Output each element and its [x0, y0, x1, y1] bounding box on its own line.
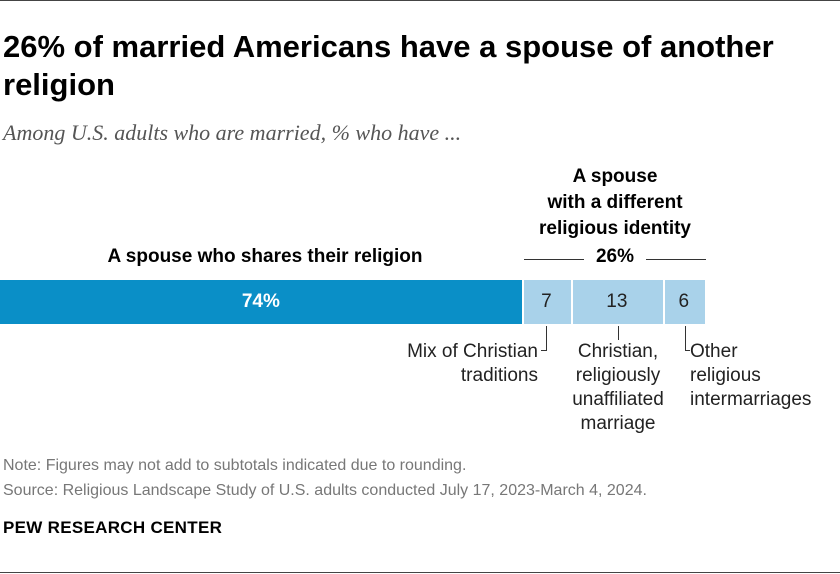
category-label-line: Mix of Christian: [407, 341, 538, 362]
category-label-mix-christian: Mix of Christian traditions: [360, 340, 538, 388]
group-label-line: religious identity: [538, 218, 692, 239]
category-label-line: religious: [690, 365, 761, 386]
group-label-line: A spouse: [572, 166, 658, 187]
pew-logo: PEW RESEARCH CENTER: [3, 518, 223, 537]
category-label-line: unaffiliated: [572, 389, 664, 410]
bar-segment-other: [662, 280, 705, 324]
group-label-line: with a different: [547, 192, 683, 213]
category-label-line: Other: [690, 341, 738, 362]
subtotal-label: 26%: [595, 246, 635, 267]
label-connector: [685, 326, 686, 350]
top-rule: [0, 0, 840, 1]
bar-segment-same-religion: [0, 280, 522, 324]
different-religion-group-label: A spouse with a different religious iden…: [510, 164, 720, 242]
chart-subtitle: Among U.S. adults who are married, % who…: [3, 120, 462, 145]
subtotal-bracket-right: [646, 259, 706, 260]
category-label-line: marriage: [580, 413, 656, 434]
category-label-christian-unaffiliated: Christian, religiously unaffiliated marr…: [553, 340, 683, 436]
chart-note: Note: Figures may not add to subtotals i…: [3, 457, 467, 474]
bar-value-label: 7: [541, 291, 552, 312]
chart-source: Source: Religious Landscape Study of U.S…: [3, 482, 647, 499]
bottom-rule: [0, 572, 840, 573]
bar-value-label: 6: [678, 291, 690, 312]
label-connector: [546, 326, 547, 350]
category-label-line: religiously: [575, 365, 661, 386]
bar-value-label: 13: [606, 291, 628, 312]
label-connector: [685, 350, 690, 351]
bar-value-label: 74%: [241, 291, 280, 312]
chart-title: 26% of married Americans have a spouse o…: [3, 29, 774, 102]
category-label-line: traditions: [460, 365, 538, 386]
label-connector: [618, 326, 619, 340]
label-connector: [541, 350, 547, 351]
category-label-line: intermarriages: [690, 389, 812, 410]
subtotal-bracket-left: [524, 259, 584, 260]
bar-segment-christian-unaffiliated: [571, 280, 663, 324]
category-label-line: Christian,: [577, 341, 659, 362]
bar-segment-mix-christian: [521, 280, 572, 324]
category-label-other: Other religious intermarriages: [690, 340, 838, 412]
same-religion-label: A spouse who shares their religion: [107, 246, 423, 267]
